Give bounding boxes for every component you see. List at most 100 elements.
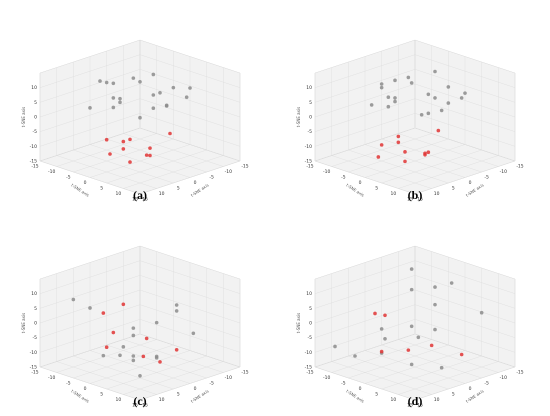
point	[459, 96, 464, 100]
point	[101, 353, 106, 358]
y-tick-label: -5	[209, 175, 214, 181]
grid-line	[39, 98, 141, 132]
grid-line	[414, 304, 516, 338]
z-tick-label: -15	[305, 159, 312, 165]
grid-line	[314, 275, 416, 309]
point	[406, 348, 411, 352]
z-tick-label: 10	[31, 291, 37, 297]
point	[463, 91, 467, 95]
point	[168, 131, 172, 136]
y-tick-label: -15	[516, 370, 523, 376]
grid-line	[314, 260, 416, 294]
x-axis-label: t-SNE axis	[70, 182, 90, 197]
point	[138, 374, 142, 378]
point	[419, 113, 424, 117]
grid-line	[139, 304, 241, 338]
y-tick-label: -10	[500, 169, 507, 175]
point	[131, 358, 136, 363]
y-tick-label: 5	[177, 392, 180, 398]
grid-line	[414, 69, 516, 103]
point	[164, 104, 169, 108]
point	[121, 139, 126, 144]
z-tick-label: 5	[309, 306, 312, 312]
point	[433, 96, 437, 100]
point	[121, 147, 126, 151]
x-tick-label: 0	[84, 386, 87, 392]
point	[174, 347, 179, 352]
point	[131, 333, 136, 338]
grid-line	[39, 127, 141, 162]
y-tick-label: 10	[159, 191, 165, 197]
grid-line	[139, 127, 241, 162]
point	[111, 96, 116, 100]
grid-line	[139, 113, 241, 147]
grid-line	[414, 98, 516, 132]
point	[154, 320, 159, 325]
point	[108, 152, 112, 156]
x-tick-label: -5	[341, 381, 346, 387]
x-tick-label: 10	[390, 397, 396, 403]
grid-line	[56, 155, 157, 189]
grid-line	[314, 333, 416, 368]
point	[396, 134, 401, 139]
grid-line	[139, 319, 241, 353]
grid-line	[139, 69, 241, 103]
z-tick-label: 0	[309, 115, 312, 121]
y-tick-label: 10	[159, 397, 165, 403]
z-axis-label: t-SNE axis	[21, 107, 26, 127]
point	[111, 330, 116, 335]
y-tick-label: 5	[452, 392, 455, 398]
grid-line	[331, 155, 432, 189]
z-tick-label: -5	[308, 335, 313, 341]
grid-line	[39, 275, 141, 309]
point	[436, 128, 441, 133]
point	[433, 285, 437, 289]
point	[386, 95, 391, 99]
point	[138, 115, 142, 120]
point	[406, 75, 411, 80]
z-tick-label: -5	[33, 335, 38, 341]
point	[333, 344, 337, 349]
z-tick-label: 10	[306, 85, 312, 91]
point	[386, 104, 391, 109]
panel: -15 -10 -5 0 5 10 15 -15 -10 -5 0 5 10 15 -15 -10 -5 0 5 10…	[296, 245, 524, 409]
x-tick-label: 10	[115, 397, 121, 403]
point	[426, 150, 431, 154]
point	[393, 78, 397, 83]
grid-line	[39, 333, 141, 368]
y-tick-label: 0	[194, 386, 197, 392]
y-tick-label: 10	[434, 191, 440, 197]
point	[423, 152, 427, 157]
point	[353, 354, 357, 358]
grid-line	[364, 350, 466, 384]
grid-line	[398, 339, 499, 373]
z-tick-label: -15	[30, 365, 37, 371]
x-tick-label: 0	[359, 180, 362, 186]
y-tick-label: -5	[484, 175, 489, 181]
point	[409, 324, 414, 329]
caption: (d)	[408, 394, 423, 408]
grid-line	[39, 113, 141, 147]
point	[416, 335, 421, 340]
point	[409, 267, 414, 271]
grid-line	[381, 344, 482, 379]
grid-line	[414, 333, 516, 368]
grid-line	[331, 361, 432, 395]
point	[409, 81, 414, 85]
caption: (a)	[133, 188, 147, 202]
point	[104, 80, 109, 85]
grid-line	[398, 133, 499, 167]
point	[449, 281, 454, 285]
point	[141, 354, 146, 359]
x-tick-label: -10	[323, 375, 330, 381]
grid-line	[414, 289, 516, 324]
z-tick-label: -5	[308, 129, 313, 135]
y-tick-label: 5	[452, 186, 455, 192]
caption: (b)	[408, 188, 423, 202]
grid-line	[414, 319, 516, 353]
grid-line	[414, 127, 516, 162]
y-tick-label: 0	[194, 180, 197, 186]
y-tick-label: -10	[225, 169, 232, 175]
grid-line	[56, 361, 157, 395]
point	[148, 146, 152, 150]
